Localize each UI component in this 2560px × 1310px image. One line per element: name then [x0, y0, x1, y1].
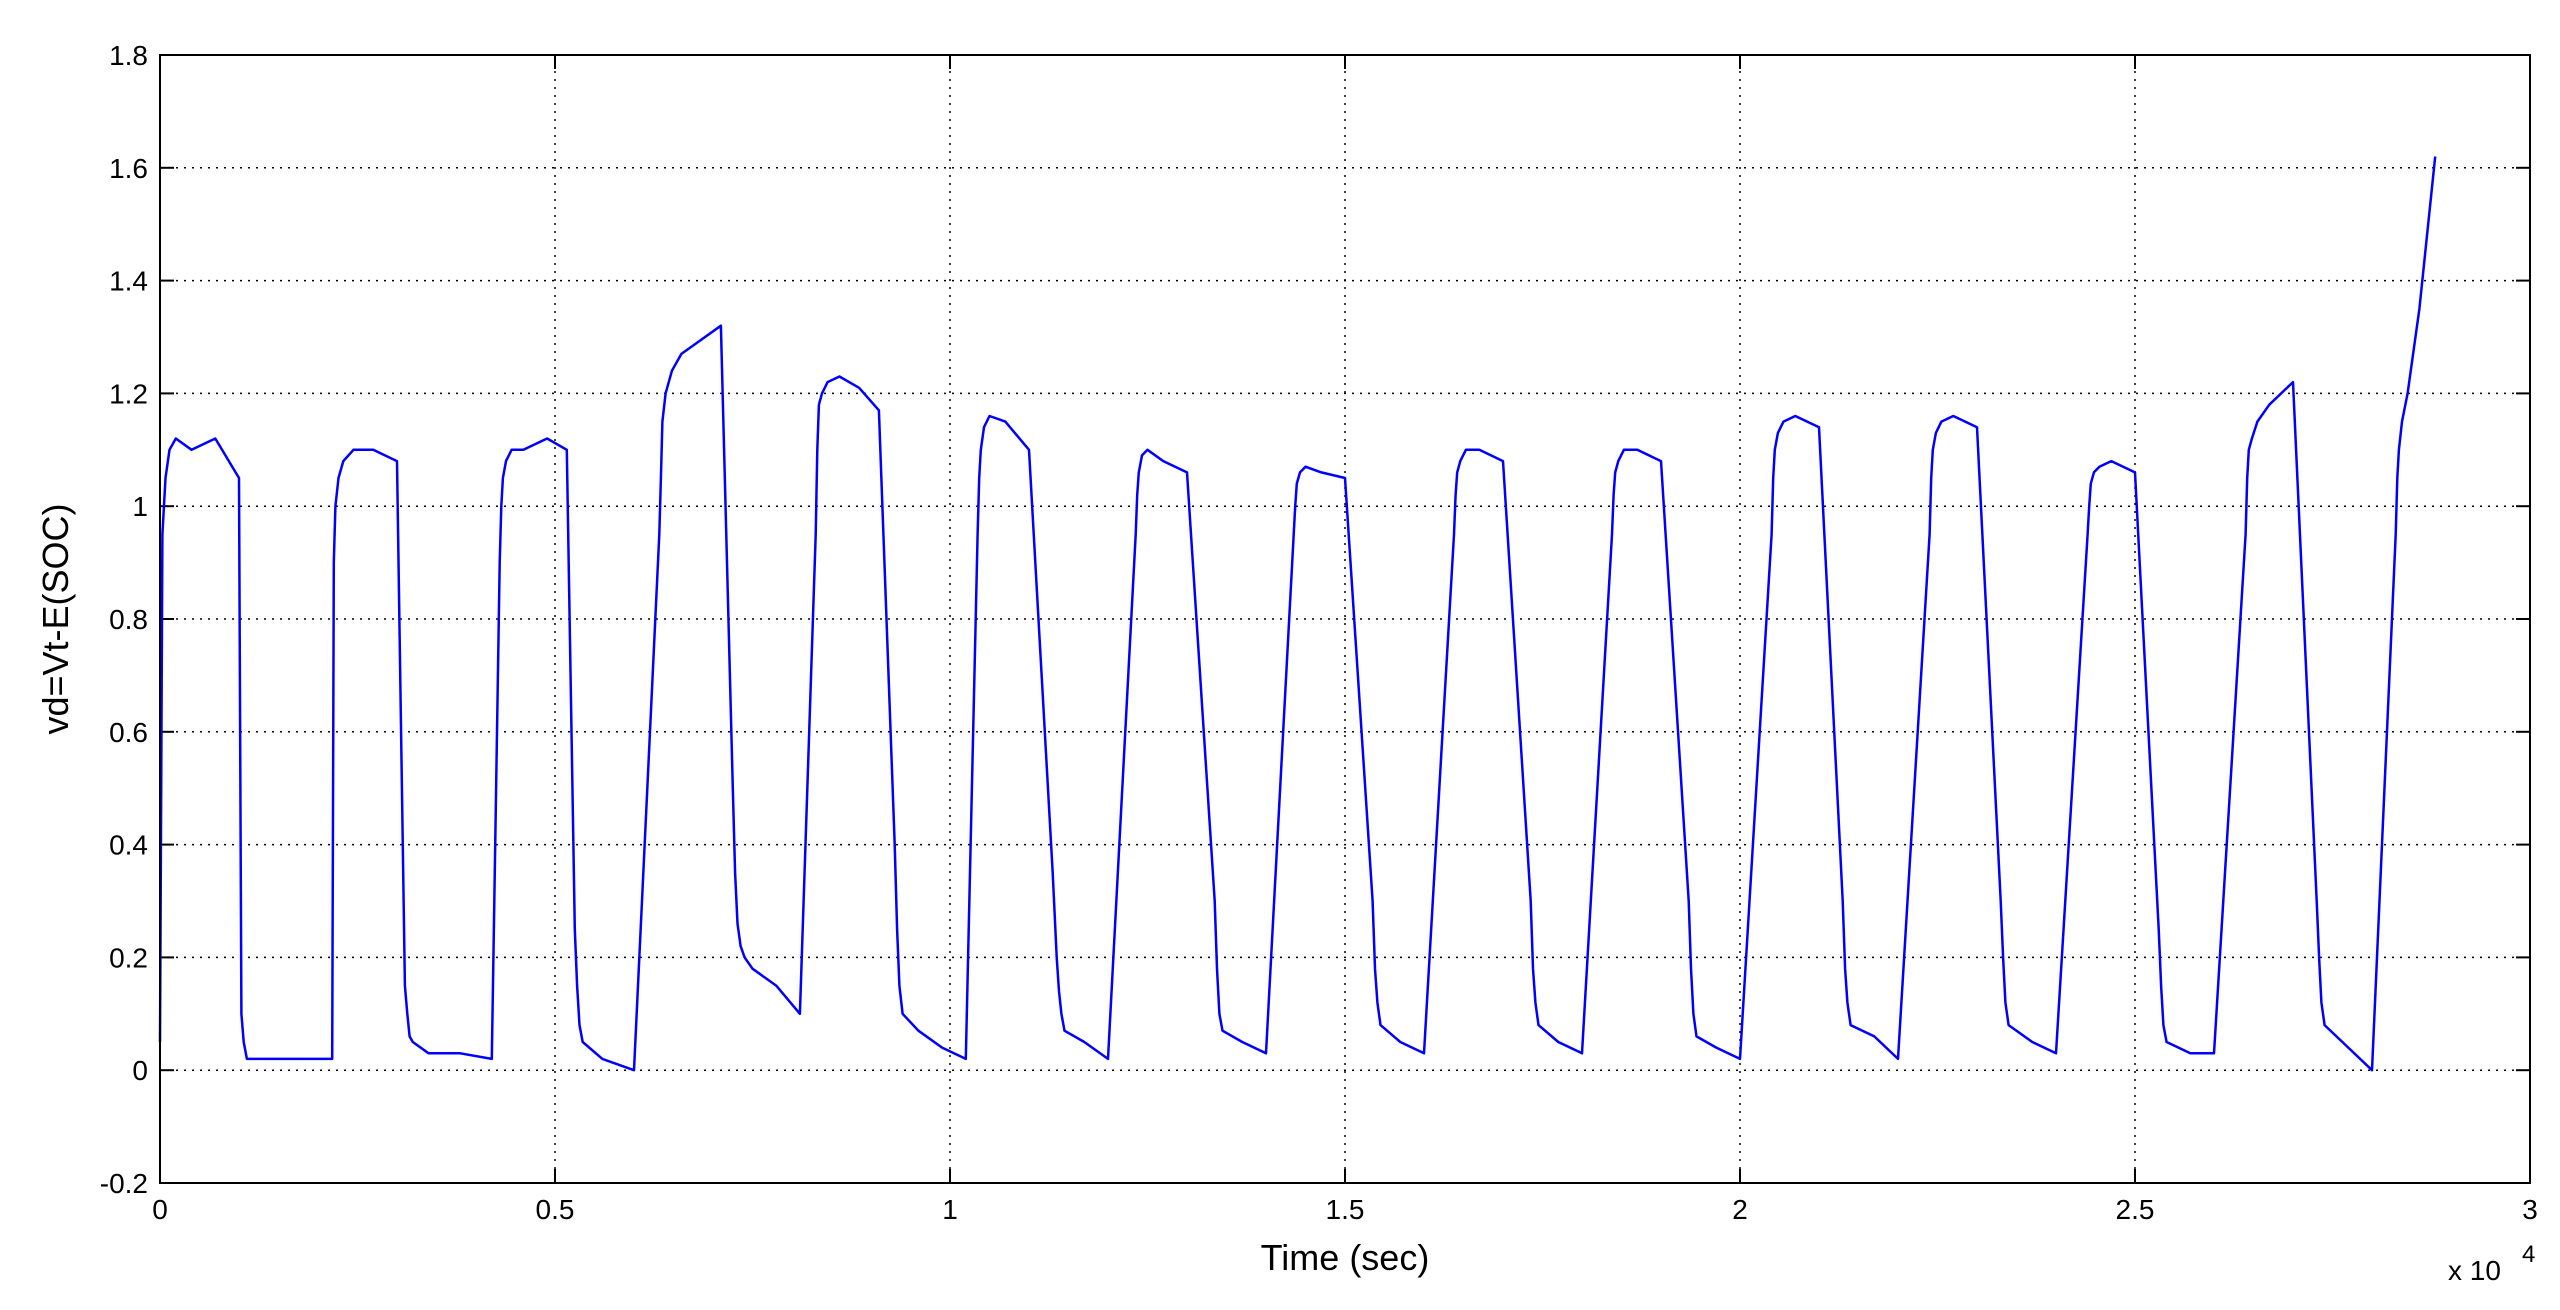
y-tick-labels: -0.2 0 0.2 0.4 0.6 0.8 1 1.2 1.4 1.6 1.8: [100, 40, 148, 1199]
series-line: [158, 156, 2437, 1072]
y-tick-label: 1: [132, 491, 148, 522]
y-tick-label: 1.6: [109, 153, 148, 184]
y-tick-label: 0.6: [109, 717, 148, 748]
x-tick-label: 2: [1732, 1194, 1748, 1225]
y-tick-label: 0: [132, 1055, 148, 1086]
plot-frame: [159, 54, 2531, 1184]
y-tick-label: 1.8: [109, 40, 148, 71]
y-tick-label: 1.4: [109, 266, 148, 297]
y-tick-label: 0.2: [109, 942, 148, 973]
series-group: [158, 156, 2437, 1072]
x-exponent-label: x 10: [2448, 1255, 2501, 1286]
x-tick-label: 0.5: [536, 1194, 575, 1225]
x-tick-label: 1.5: [1326, 1194, 1365, 1225]
x-tick-label: 2.5: [2116, 1194, 2155, 1225]
x-tick-label: 1: [942, 1194, 958, 1225]
y-tick-label: -0.2: [100, 1168, 148, 1199]
x-axis-label: Time (sec): [1261, 1237, 1430, 1278]
x-tick-labels: 0 0.5 1 1.5 2 2.5 3: [152, 1194, 2538, 1225]
y-tick-label: 0.8: [109, 604, 148, 635]
x-tick-label: 0: [152, 1194, 168, 1225]
y-axis-label: vd=Vt-E(SOC): [35, 503, 76, 734]
y-tick-label: 0.4: [109, 830, 148, 861]
x-exponent-power: 4: [2522, 1241, 2535, 1268]
x-tick-label: 3: [2522, 1194, 2538, 1225]
y-tick-label: 1.2: [109, 378, 148, 409]
